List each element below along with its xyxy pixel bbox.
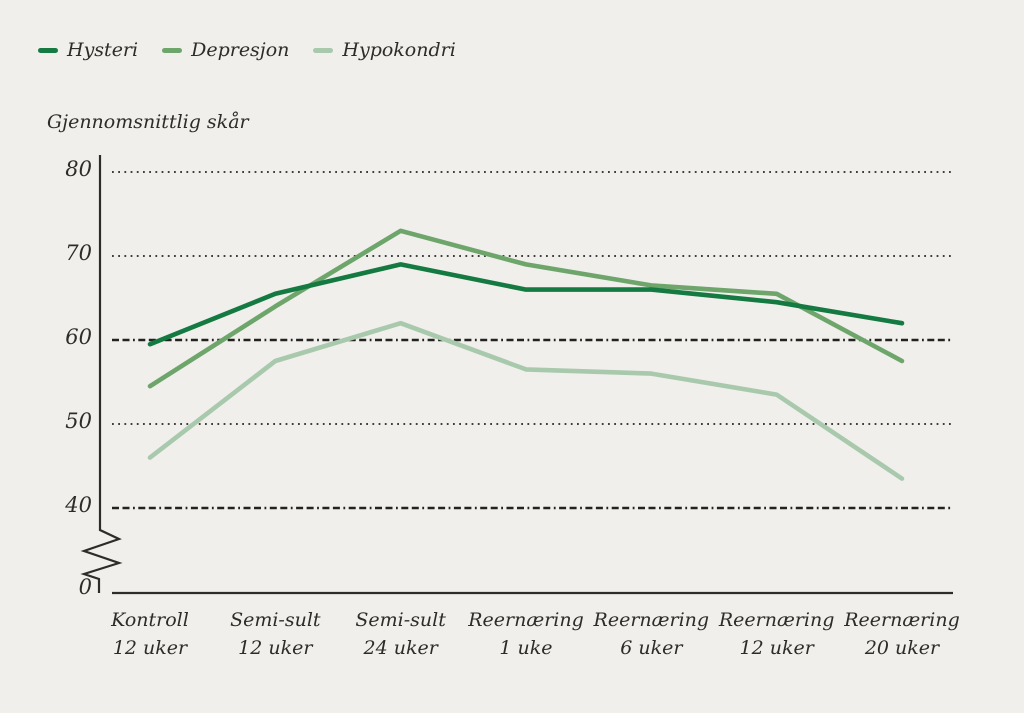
y-tick-label: 80 xyxy=(65,157,92,181)
y-tick-label: 70 xyxy=(65,241,92,265)
legend-swatch-icon xyxy=(162,47,183,53)
legend-item-hypokondri: Hypokondri xyxy=(313,39,456,61)
y-axis-title: Gjennomsnittlig skår xyxy=(47,111,249,133)
legend-label: Hysteri xyxy=(67,39,139,61)
y-tick-label: 40 xyxy=(65,493,92,517)
y-tick-label: 60 xyxy=(65,325,92,349)
series-line-hypokondri xyxy=(147,320,905,481)
x-category-label: Reernæring 20 uker xyxy=(844,609,960,659)
legend-swatch-icon xyxy=(38,47,58,53)
legend-label: Depresjon xyxy=(191,39,290,61)
series-line-hysteri xyxy=(147,262,905,347)
series-line-depresjon xyxy=(147,228,905,389)
x-category-label: Semi-sult 24 uker xyxy=(355,609,446,659)
y-axis-line-with-break xyxy=(80,155,123,593)
x-category-label: Reernæring 1 uke xyxy=(468,609,584,659)
x-category-label: Reernæring 12 uker xyxy=(718,609,835,659)
legend-item-depresjon: Depresjon xyxy=(162,39,289,61)
legend-item-hysteri: Hysteri xyxy=(38,39,138,61)
chart-legend: Hysteri Depresjon Hypokondri xyxy=(38,39,480,61)
y-tick-label: 50 xyxy=(65,409,92,433)
x-category-label: Reernæring 6 uker xyxy=(593,609,710,659)
x-category-label: Kontroll 12 uker xyxy=(111,609,189,659)
y-tick-label: 0 xyxy=(78,575,92,599)
legend-swatch-icon xyxy=(313,47,334,53)
legend-label: Hypokondri xyxy=(342,39,456,61)
x-category-label: Semi-sult 12 uker xyxy=(230,609,321,659)
